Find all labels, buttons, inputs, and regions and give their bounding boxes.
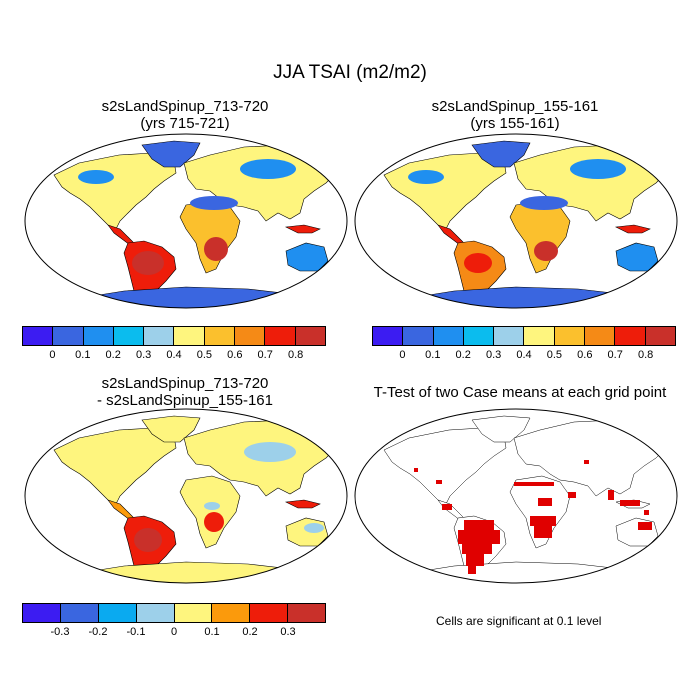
colorbar-swatch (212, 604, 251, 622)
colorbar-swatch (524, 327, 555, 345)
colorbar-swatch (113, 327, 145, 345)
colorbar-swatch (60, 604, 99, 622)
map-bottom-right-ttest (354, 408, 678, 584)
panel-title-top-left-line2: (yrs 715-721) (140, 115, 230, 132)
colorbar-swatch (645, 327, 675, 345)
colorbar-tick-label: 0.7 (607, 349, 623, 361)
colorbar-tick-label: 0.5 (196, 349, 213, 361)
colorbar-tick-label: 0.1 (75, 349, 91, 361)
colorbar-swatch (204, 327, 236, 345)
colorbar-tick-label: 0.1 (425, 349, 441, 361)
colorbar-tick-label: 0 (170, 626, 178, 638)
colorbar-tick-label: 0.6 (227, 349, 243, 361)
colorbar-top-right (372, 326, 676, 346)
colorbar-tick-label: 0.3 (280, 626, 296, 638)
colorbar-swatch (494, 327, 525, 345)
colorbar-swatch (295, 327, 325, 345)
colorbar-tick-label: 0.7 (257, 349, 273, 361)
colorbar-tick-label: 0 (49, 349, 56, 361)
panel-title-top-left: s2sLandSpinup_713-720 (yrs 715-721) (20, 98, 350, 132)
colorbar-swatch (98, 604, 137, 622)
colorbar-swatch (250, 604, 289, 622)
colorbar-swatch (615, 327, 646, 345)
panel-title-top-right-line1: s2sLandSpinup_155-161 (431, 98, 599, 115)
colorbar-swatch (433, 327, 464, 345)
colorbar-tick-label: 0.2 (105, 349, 121, 361)
colorbar-swatch (53, 327, 84, 345)
colorbar-tick-label: 0.2 (455, 349, 471, 361)
panel-title-bottom-left-line1: s2sLandSpinup_713-720 (101, 375, 269, 392)
colorbar-swatch (585, 327, 616, 345)
colorbar-tick-label: 0.5 (546, 349, 563, 361)
colorbar-swatch (174, 327, 205, 345)
colorbar-swatch (288, 604, 325, 622)
colorbar-swatch (144, 327, 175, 345)
colorbar-swatch (235, 327, 266, 345)
colorbar-tick-label: 0.3 (135, 349, 152, 361)
colorbar-tick-label: 0.1 (204, 626, 220, 638)
map-bottom-left-difference (24, 408, 348, 584)
colorbar-tick-label: -0.2 (88, 626, 108, 638)
panel-title-top-right-line2: (yrs 155-161) (470, 115, 560, 132)
colorbar-swatch (83, 327, 114, 345)
map-top-right (354, 133, 678, 309)
colorbar-tick-label: 0.3 (485, 349, 502, 361)
panel-title-top-right: s2sLandSpinup_155-161 (yrs 155-161) (350, 98, 680, 132)
colorbar-tick-label: 0.8 (287, 349, 304, 361)
colorbar-swatch (136, 604, 175, 622)
panel-title-bottom-right-line1: T-Test of two Case means at each grid po… (373, 384, 667, 401)
significance-note: Cells are significant at 0.1 level (436, 614, 602, 628)
map-top-left (24, 133, 348, 309)
main-title: JJA TSAI (m2/m2) (273, 62, 427, 83)
colorbar-labels-top-left: 0 0.1 0.2 0.3 0.4 0.5 0.6 0.7 0.8 (22, 349, 326, 363)
colorbar-labels-top-right: 0 0.1 0.2 0.3 0.4 0.5 0.6 0.7 0.8 (372, 349, 676, 363)
colorbar-tick-label: 0.4 (166, 349, 182, 361)
colorbar-tick-label: -0.1 (126, 626, 146, 638)
colorbar-tick-label: 0.2 (242, 626, 258, 638)
colorbar-swatch (403, 327, 434, 345)
panel-title-top-left-line1: s2sLandSpinup_713-720 (101, 98, 269, 115)
colorbar-top-left (22, 326, 326, 346)
colorbar-swatch (554, 327, 586, 345)
colorbar-swatch (373, 327, 404, 345)
panel-title-bottom-left: s2sLandSpinup_713-720 - s2sLandSpinup_15… (20, 375, 350, 409)
colorbar-difference (22, 603, 326, 623)
panel-title-bottom-left-line2: - s2sLandSpinup_155-161 (97, 392, 273, 409)
colorbar-swatch (23, 327, 54, 345)
panel-title-bottom-right: T-Test of two Case means at each grid po… (350, 384, 690, 401)
colorbar-tick-label: 0.6 (577, 349, 593, 361)
colorbar-labels-difference: -0.3 -0.2 -0.1 0 0.1 0.2 0.3 (22, 626, 326, 640)
colorbar-swatch (23, 604, 61, 622)
colorbar-swatch (174, 604, 213, 622)
colorbar-tick-label: 0.4 (516, 349, 532, 361)
colorbar-tick-label: 0.8 (637, 349, 654, 361)
colorbar-swatch (265, 327, 296, 345)
colorbar-tick-label: 0 (399, 349, 406, 361)
colorbar-swatch (463, 327, 495, 345)
colorbar-tick-label: -0.3 (50, 626, 70, 638)
